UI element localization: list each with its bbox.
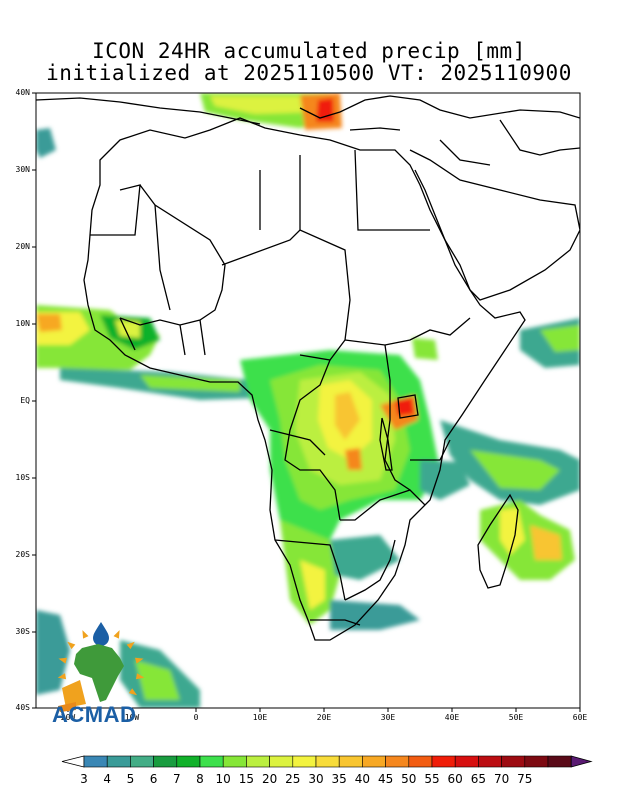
colorbar-label: 50 <box>401 772 417 786</box>
colorbar-swatch <box>547 755 572 768</box>
colorbar-swatch <box>106 755 131 768</box>
lon-label-0: 0 <box>193 713 199 722</box>
lat-label-10s: 10S <box>15 473 30 482</box>
colorbar-label: 70 <box>493 772 510 786</box>
colorbar-label: 10 <box>215 772 231 786</box>
lon-label-30e: 30E <box>380 713 396 722</box>
lon-label-10e: 10E <box>252 713 268 722</box>
colorbar-swatch <box>362 755 386 768</box>
colorbar-swatch <box>501 755 526 768</box>
lon-label-60e: 60E <box>572 713 588 722</box>
lat-label-30s: 30S <box>15 627 30 636</box>
colorbar-swatch <box>83 755 108 768</box>
lat-label-40n: 40N <box>15 88 30 97</box>
colorbar-label: 65 <box>470 772 487 786</box>
colorbar-swatch <box>408 755 433 768</box>
colorbar-label: 8 <box>196 772 204 786</box>
colorbar-label: 75 <box>517 772 533 786</box>
colorbar-label: 45 <box>377 772 394 786</box>
colorbar-swatch <box>315 755 340 768</box>
colorbar-swatch <box>222 755 247 768</box>
map-title-line-1: ICON 24HR accumulated precip [mm] <box>92 39 526 63</box>
colorbar-label: 55 <box>424 772 440 786</box>
lat-label-10n: 10N <box>15 319 30 328</box>
lon-label-20e: 20E <box>316 713 332 722</box>
colorbar-label: 5 <box>126 772 135 786</box>
colorbar-swatch <box>176 755 201 768</box>
lat-label-20s: 20S <box>15 550 30 559</box>
colorbar-swatch <box>292 755 317 768</box>
colorbar-swatch <box>385 755 410 768</box>
colorbar-label: 30 <box>308 772 324 786</box>
colorbar-under-triangle <box>61 755 85 768</box>
colorbar-label: 20 <box>261 772 278 786</box>
colorbar-label: 7 <box>172 772 181 786</box>
lat-label-30n: 30N <box>15 165 30 174</box>
lon-label-20w: 20W <box>60 713 76 722</box>
colorbar-swatch <box>454 755 479 768</box>
colorbar-swatch <box>199 755 224 768</box>
colorbar-label: 15 <box>238 772 255 786</box>
map-title-line-2: initialized at 2025110500 VT: 2025110900 <box>46 61 572 85</box>
lon-label-50e: 50E <box>508 713 524 722</box>
lat-label-20n: 20N <box>15 242 30 251</box>
colorbar-label: 25 <box>285 772 301 786</box>
acmad-logo-icon <box>57 622 145 712</box>
lat-label-40s: 40S <box>15 703 30 712</box>
colorbar <box>61 755 593 768</box>
precip-field <box>36 93 580 708</box>
colorbar-swatch <box>246 755 270 768</box>
colorbar-label: 6 <box>149 772 158 786</box>
lat-label-eq: EQ <box>20 396 30 405</box>
colorbar-swatch <box>338 755 363 768</box>
colorbar-swatch <box>130 755 154 768</box>
colorbar-swatch <box>431 755 456 768</box>
coastlines-borders <box>36 95 580 641</box>
colorbar-label: 60 <box>447 772 463 786</box>
colorbar-label: 4 <box>103 772 111 786</box>
colorbar-over-triangle <box>570 755 593 768</box>
colorbar-label: 3 <box>80 772 88 786</box>
colorbar-swatch <box>524 755 549 768</box>
colorbar-label: 35 <box>331 772 347 786</box>
colorbar-swatch <box>153 755 178 768</box>
acmad-logo-text: ACMAD <box>52 702 137 727</box>
lon-label-40e: 40E <box>444 713 460 722</box>
lon-label-10w: 10W <box>124 713 140 722</box>
colorbar-swatch <box>478 755 502 768</box>
colorbar-swatch <box>269 755 294 768</box>
axis-ticks <box>32 92 581 712</box>
colorbar-label: 40 <box>354 772 371 786</box>
